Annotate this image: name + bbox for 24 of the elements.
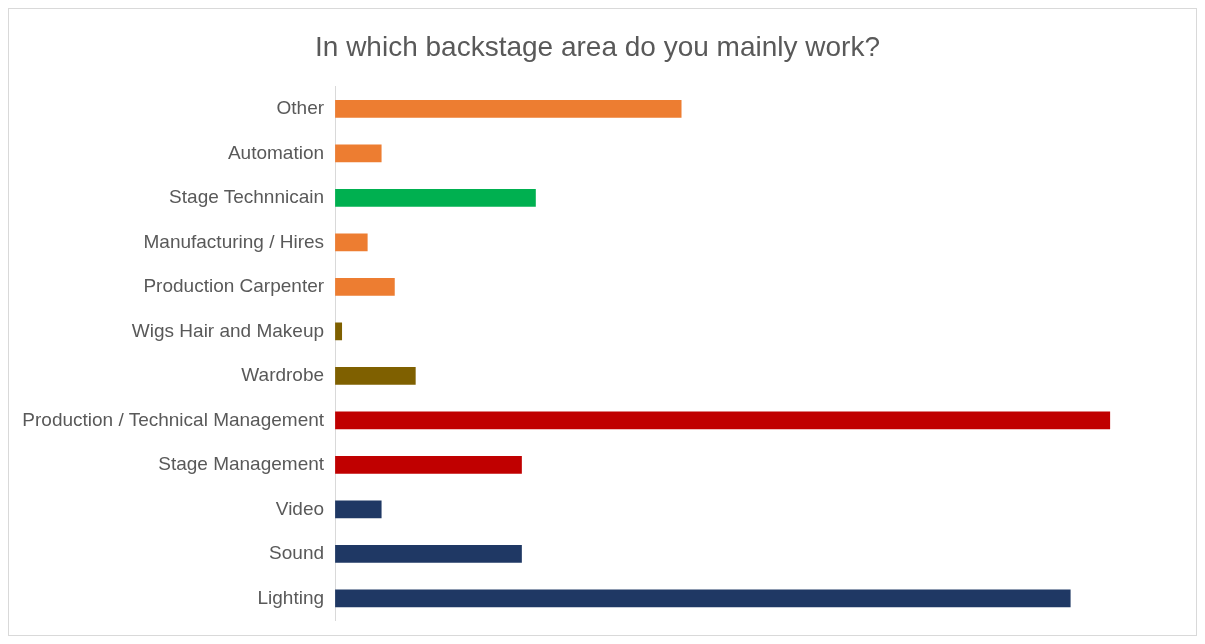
y-tick-label: Sound	[269, 542, 325, 564]
y-tick-label: Stage Technnicain	[169, 186, 325, 208]
bar	[335, 277, 395, 296]
y-tick-label: Wardrobe	[241, 364, 325, 386]
bar	[335, 144, 382, 163]
y-tick-label: Stage Management	[158, 453, 325, 475]
y-tick-label: Manufacturing / Hires	[143, 230, 325, 252]
bar	[335, 233, 368, 252]
bar	[335, 455, 522, 474]
chart-title: In which backstage area do you mainly work?	[315, 30, 880, 62]
bar	[335, 500, 382, 519]
y-tick-label: Production Carpenter	[143, 275, 325, 297]
y-tick-label: Video	[275, 497, 325, 519]
y-tick-label: Automation	[227, 141, 325, 163]
y-tick-label: Wigs Hair and Makeup	[131, 319, 325, 341]
bar	[335, 188, 536, 207]
y-tick-label: Other	[276, 97, 325, 119]
bar	[335, 589, 1071, 608]
y-tick-label: Production / Technical Management	[22, 408, 325, 430]
bar	[335, 411, 1111, 430]
bar	[335, 99, 682, 118]
y-tick-label: Lighting	[257, 586, 325, 608]
bar	[335, 366, 416, 385]
bar	[335, 544, 522, 563]
